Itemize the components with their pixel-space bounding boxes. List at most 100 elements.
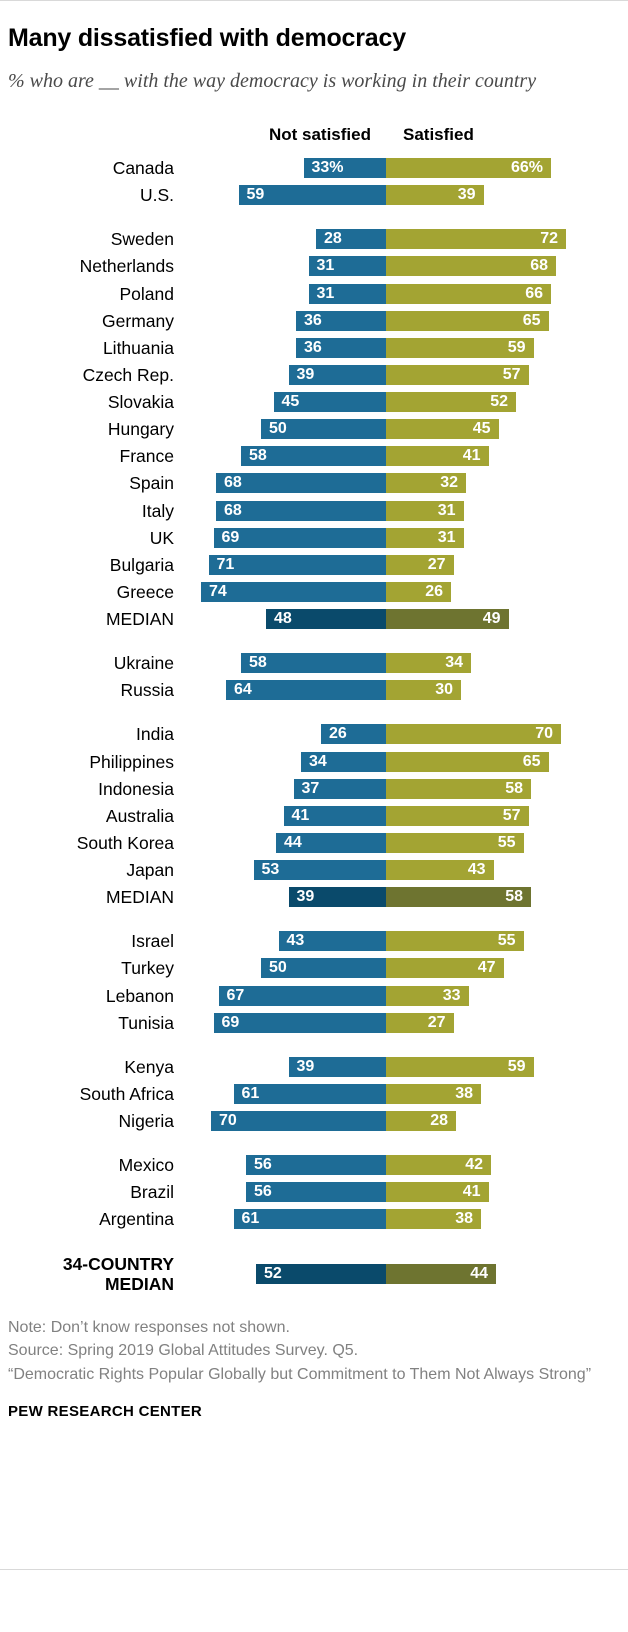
not-satisfied-bar: 31	[308, 283, 386, 304]
satisfied-bar: 39	[386, 185, 484, 206]
not-satisfied-bar: 71	[208, 554, 386, 575]
not-satisfied-value: 28	[324, 230, 342, 248]
satisfied-value: 33	[442, 986, 461, 1004]
not-satisfied-zone: 58	[200, 653, 386, 674]
footer-source: Source: Spring 2019 Global Attitudes Sur…	[8, 1342, 359, 1360]
chart-group: 34-COUNTRY MEDIAN 52 44	[8, 1254, 618, 1294]
chart-row: Indonesia 37 58	[8, 779, 618, 799]
not-satisfied-value: 33%	[311, 159, 344, 177]
not-satisfied-bar: 53	[253, 860, 386, 881]
chart-row: Russia 64 30	[8, 680, 618, 701]
not-satisfied-bar: 69	[213, 1012, 386, 1033]
satisfied-value: 59	[507, 1057, 526, 1075]
country-label: Indonesia	[98, 778, 174, 799]
satisfied-value: 41	[462, 1183, 481, 1201]
not-satisfied-value: 68	[224, 474, 242, 492]
country-label: India	[136, 724, 174, 745]
not-satisfied-value: 39	[296, 1057, 315, 1075]
satisfied-bar: 66	[386, 283, 551, 304]
chart-subtitle: % who are __ with the way democracy is w…	[8, 70, 537, 92]
not-satisfied-zone: 37	[200, 778, 386, 799]
chart-row: Philippines 34 65	[8, 752, 618, 772]
chart-row: Lithuania 36 59	[8, 338, 618, 358]
satisfied-zone: 59	[386, 337, 572, 358]
satisfied-bar: 43	[386, 860, 494, 881]
not-satisfied-bar: 61	[233, 1209, 386, 1230]
country-label: Ukraine	[113, 653, 174, 674]
not-satisfied-value: 70	[219, 1112, 237, 1130]
chart-group: India 26 70 Philippines 34 65 Indonesia 37 58 Aus…	[8, 724, 618, 908]
not-satisfied-value: 48	[274, 610, 292, 628]
top-divider	[0, 0, 628, 1]
not-satisfied-value: 45	[281, 393, 300, 411]
satisfied-bar: 31	[386, 527, 464, 548]
not-satisfied-bar: 36	[296, 310, 386, 331]
not-satisfied-zone: 39	[200, 1056, 386, 1077]
satisfied-value: 66%	[510, 159, 543, 177]
satisfied-bar: 41	[386, 446, 489, 467]
not-satisfied-value: 39	[296, 365, 315, 383]
satisfied-zone: 52	[386, 392, 572, 413]
satisfied-zone: 32	[386, 473, 572, 494]
satisfied-zone: 38	[386, 1209, 572, 1230]
chart-row: Israel 43 55	[8, 931, 618, 952]
satisfied-value: 38	[455, 1210, 473, 1228]
not-satisfied-bar: 68	[216, 500, 386, 521]
not-satisfied-value: 58	[249, 447, 267, 465]
satisfied-value: 49	[482, 610, 501, 628]
country-label: Spain	[129, 473, 174, 494]
not-satisfied-zone: 53	[200, 860, 386, 881]
satisfied-value: 57	[502, 806, 521, 824]
not-satisfied-zone: 69	[200, 1012, 386, 1033]
chart-title: Many dissatisfied with democracy	[8, 24, 406, 52]
not-satisfied-value: 31	[316, 284, 335, 302]
not-satisfied-zone: 59	[200, 185, 386, 206]
country-label: U.S.	[139, 185, 174, 206]
not-satisfied-bar: 58	[241, 653, 386, 674]
not-satisfied-value: 58	[249, 654, 267, 672]
not-satisfied-bar: 31	[308, 256, 386, 277]
chart-row: Turkey 50 47	[8, 958, 618, 979]
not-satisfied-value: 36	[304, 338, 322, 356]
satisfied-zone: 27	[386, 554, 572, 575]
satisfied-bar: 26	[386, 581, 451, 602]
legend-row: Not satisfied Satisfied	[8, 125, 618, 145]
satisfied-value: 31	[437, 501, 456, 519]
not-satisfied-bar: 41	[283, 805, 386, 826]
chart-row: Nigeria 70 28	[8, 1111, 618, 1132]
not-satisfied-zone: 69	[200, 527, 386, 548]
satisfied-value: 27	[427, 555, 446, 573]
chart-row: MEDIAN 48 49	[8, 609, 618, 630]
satisfied-bar: 65	[386, 751, 549, 772]
country-label: Philippines	[89, 751, 174, 772]
not-satisfied-zone: 50	[200, 958, 386, 979]
chart-row: Bulgaria 71 27	[8, 555, 618, 575]
not-satisfied-bar: 44	[276, 832, 386, 853]
not-satisfied-bar: 52	[256, 1263, 386, 1284]
country-label: 34-COUNTRY MEDIAN	[62, 1253, 174, 1294]
not-satisfied-zone: 58	[200, 446, 386, 467]
not-satisfied-bar: 34	[301, 751, 386, 772]
satisfied-value: 30	[435, 681, 453, 699]
satisfied-bar: 68	[386, 256, 556, 277]
chart-row: Argentina 61 38	[8, 1209, 618, 1230]
not-satisfied-value: 39	[296, 888, 315, 906]
satisfied-bar: 38	[386, 1083, 481, 1104]
not-satisfied-bar: 50	[261, 958, 386, 979]
satisfied-value: 59	[507, 338, 526, 356]
footer: Note: Don’t know responses not shown. So…	[8, 1316, 608, 1420]
satisfied-zone: 39	[386, 185, 572, 206]
not-satisfied-zone: 44	[200, 832, 386, 853]
not-satisfied-value: 36	[304, 311, 322, 329]
satisfied-value: 55	[497, 833, 516, 851]
satisfied-zone: 43	[386, 860, 572, 881]
not-satisfied-zone: 39	[200, 887, 386, 908]
chart-group: Kenya 39 59 South Africa 61 38 Nigeria 70 28	[8, 1056, 618, 1132]
country-label: Israel	[131, 931, 174, 952]
chart-row: Netherlands 31 68	[8, 256, 618, 277]
not-satisfied-bar: 58	[241, 446, 386, 467]
not-satisfied-value: 64	[234, 681, 252, 699]
satisfied-zone: 27	[386, 1012, 572, 1033]
chart-row: Czech Rep. 39 57	[8, 365, 618, 385]
chart-card: Many dissatisfied with democracy % who a…	[8, 24, 618, 1420]
